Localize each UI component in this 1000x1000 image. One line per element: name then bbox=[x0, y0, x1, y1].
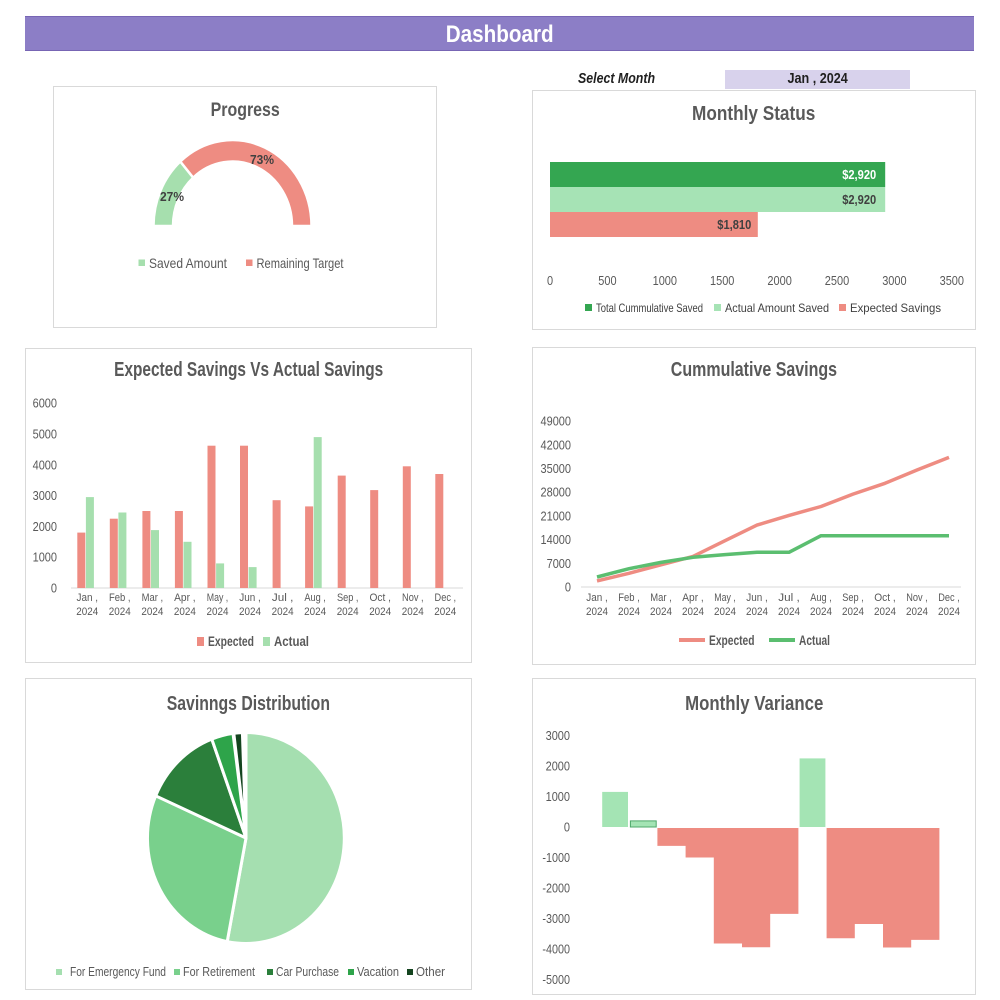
svg-text:2024: 2024 bbox=[239, 606, 261, 618]
svg-text:2024: 2024 bbox=[109, 606, 131, 618]
svg-text:2024: 2024 bbox=[778, 606, 800, 618]
svg-text:2024: 2024 bbox=[586, 606, 608, 618]
svg-text:5000: 5000 bbox=[33, 427, 57, 442]
svg-text:2024: 2024 bbox=[369, 606, 391, 618]
svg-text:0: 0 bbox=[565, 580, 571, 595]
svg-text:2024: 2024 bbox=[906, 606, 928, 618]
svg-text:2024: 2024 bbox=[810, 606, 832, 618]
svg-text:Feb ,: Feb , bbox=[618, 592, 640, 604]
svg-text:4000: 4000 bbox=[33, 457, 57, 472]
svg-text:Nov ,: Nov , bbox=[906, 592, 928, 604]
svg-text:6000: 6000 bbox=[33, 396, 57, 411]
svg-text:1000: 1000 bbox=[546, 789, 570, 804]
svg-text:-4000: -4000 bbox=[542, 942, 570, 957]
svg-text:Jul ,: Jul , bbox=[272, 592, 294, 604]
svg-text:Expected Savings: Expected Savings bbox=[850, 301, 941, 315]
svg-text:Actual Amount Saved: Actual Amount Saved bbox=[725, 301, 829, 315]
svg-text:2500: 2500 bbox=[825, 273, 849, 288]
svg-text:2024: 2024 bbox=[207, 606, 229, 618]
svg-text:For Retirement: For Retirement bbox=[183, 965, 255, 979]
svg-text:$2,920: $2,920 bbox=[842, 167, 876, 182]
svg-text:14000: 14000 bbox=[541, 532, 572, 547]
svg-text:Expected: Expected bbox=[709, 633, 755, 648]
svg-text:Saved Amount: Saved Amount bbox=[149, 255, 227, 271]
svg-text:500: 500 bbox=[598, 273, 616, 288]
svg-text:Car Purchase: Car Purchase bbox=[276, 965, 339, 979]
svg-text:-2000: -2000 bbox=[542, 881, 570, 896]
svg-text:Mar ,: Mar , bbox=[650, 592, 672, 604]
svg-text:2024: 2024 bbox=[402, 606, 424, 618]
svg-text:3000: 3000 bbox=[882, 273, 906, 288]
svg-text:Aug ,: Aug , bbox=[304, 592, 326, 604]
svg-text:Jul ,: Jul , bbox=[778, 592, 800, 604]
svg-text:2024: 2024 bbox=[337, 606, 359, 618]
svg-text:0: 0 bbox=[564, 820, 570, 835]
svg-text:2000: 2000 bbox=[546, 759, 570, 774]
svg-text:2024: 2024 bbox=[174, 606, 196, 618]
svg-text:49000: 49000 bbox=[541, 414, 572, 429]
svg-text:Oct ,: Oct , bbox=[874, 592, 896, 604]
svg-text:For Emergency Fund: For Emergency Fund bbox=[70, 965, 166, 979]
svg-text:Jan ,: Jan , bbox=[77, 592, 99, 604]
svg-text:$2,920: $2,920 bbox=[842, 192, 876, 207]
svg-text:-1000: -1000 bbox=[542, 850, 570, 865]
svg-text:Sep ,: Sep , bbox=[842, 592, 864, 604]
svg-text:Sep ,: Sep , bbox=[337, 592, 359, 604]
svg-text:Jan ,: Jan , bbox=[586, 592, 608, 604]
svg-text:Aug ,: Aug , bbox=[810, 592, 832, 604]
svg-text:35000: 35000 bbox=[541, 461, 572, 476]
svg-text:May ,: May , bbox=[207, 592, 229, 604]
svg-text:$1,810: $1,810 bbox=[717, 217, 751, 232]
svg-text:2024: 2024 bbox=[650, 606, 672, 618]
svg-text:Total Cummulative Saved: Total Cummulative Saved bbox=[596, 301, 703, 315]
svg-text:73%: 73% bbox=[250, 152, 274, 167]
svg-text:1000: 1000 bbox=[653, 273, 677, 288]
svg-text:2024: 2024 bbox=[141, 606, 163, 618]
svg-text:Feb ,: Feb , bbox=[109, 592, 131, 604]
svg-text:2024: 2024 bbox=[434, 606, 456, 618]
svg-text:Apr ,: Apr , bbox=[682, 592, 704, 604]
svg-text:7000: 7000 bbox=[547, 556, 571, 571]
svg-text:Other: Other bbox=[416, 965, 445, 979]
svg-text:42000: 42000 bbox=[541, 437, 572, 452]
svg-text:2024: 2024 bbox=[714, 606, 736, 618]
svg-text:2024: 2024 bbox=[76, 606, 98, 618]
svg-text:3500: 3500 bbox=[940, 273, 964, 288]
svg-text:Mar ,: Mar , bbox=[142, 592, 164, 604]
svg-text:0: 0 bbox=[547, 273, 553, 288]
svg-text:Expected: Expected bbox=[208, 634, 254, 649]
svg-text:Dec ,: Dec , bbox=[938, 592, 960, 604]
svg-text:Apr ,: Apr , bbox=[174, 592, 196, 604]
svg-text:2024: 2024 bbox=[842, 606, 864, 618]
svg-text:Actual: Actual bbox=[799, 633, 830, 648]
svg-text:-5000: -5000 bbox=[542, 972, 570, 987]
svg-text:2000: 2000 bbox=[767, 273, 791, 288]
svg-text:Vacation: Vacation bbox=[357, 965, 399, 979]
svg-text:2000: 2000 bbox=[33, 519, 57, 534]
svg-text:Actual: Actual bbox=[274, 634, 309, 649]
svg-text:3000: 3000 bbox=[33, 488, 57, 503]
svg-text:2024: 2024 bbox=[938, 606, 960, 618]
svg-text:27%: 27% bbox=[160, 189, 184, 204]
svg-text:21000: 21000 bbox=[541, 508, 572, 523]
svg-text:2024: 2024 bbox=[618, 606, 640, 618]
svg-text:-3000: -3000 bbox=[542, 911, 570, 926]
svg-text:1500: 1500 bbox=[710, 273, 734, 288]
svg-text:3000: 3000 bbox=[546, 728, 570, 743]
svg-text:0: 0 bbox=[51, 581, 57, 596]
svg-text:1000: 1000 bbox=[33, 550, 57, 565]
svg-text:2024: 2024 bbox=[746, 606, 768, 618]
svg-text:Jun ,: Jun , bbox=[746, 592, 768, 604]
svg-text:2024: 2024 bbox=[682, 606, 704, 618]
svg-text:2024: 2024 bbox=[304, 606, 326, 618]
svg-text:Remaining Target: Remaining Target bbox=[257, 255, 344, 271]
svg-text:2024: 2024 bbox=[874, 606, 896, 618]
svg-text:28000: 28000 bbox=[541, 485, 572, 500]
svg-text:Oct ,: Oct , bbox=[369, 592, 391, 604]
svg-text:May ,: May , bbox=[714, 592, 736, 604]
svg-text:Nov ,: Nov , bbox=[402, 592, 424, 604]
svg-text:2024: 2024 bbox=[272, 606, 294, 618]
svg-text:Jun ,: Jun , bbox=[239, 592, 261, 604]
svg-text:Dec ,: Dec , bbox=[435, 592, 457, 604]
